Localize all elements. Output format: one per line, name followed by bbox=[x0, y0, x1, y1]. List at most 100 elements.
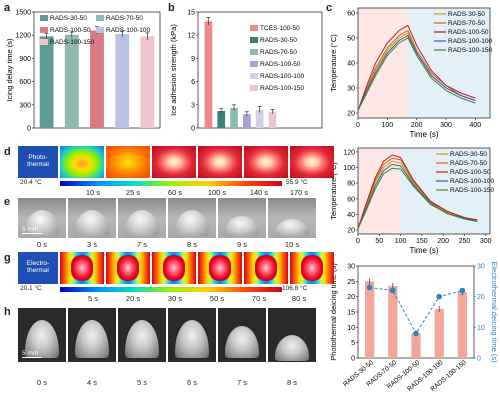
photothermal-label: Photo- thermal bbox=[18, 146, 58, 178]
legend-swatch bbox=[40, 27, 48, 33]
time-label: 50 s bbox=[209, 294, 225, 303]
ir-image bbox=[152, 252, 196, 284]
chart-icing-delay: 0 300 600 900 1200 1500 Icing delay time (s) RA… bbox=[5, 10, 161, 133]
data-point bbox=[366, 284, 373, 291]
series-line bbox=[357, 167, 478, 229]
ir-image bbox=[244, 146, 288, 178]
electrothermal-colorbar bbox=[60, 287, 282, 292]
time-label: 70 s bbox=[251, 294, 267, 303]
y-tick-label: 80 bbox=[347, 181, 355, 188]
x-tick-label: 200 bbox=[437, 238, 449, 245]
time-label: 7 s bbox=[136, 240, 147, 249]
series-line bbox=[357, 160, 478, 229]
legend-swatch bbox=[250, 73, 258, 79]
y-tick-label: 1200 bbox=[15, 33, 31, 40]
bar bbox=[90, 30, 104, 129]
series-line bbox=[357, 157, 478, 229]
legend-label: RADS-30-50 bbox=[260, 37, 297, 44]
time-label: 20 s bbox=[125, 294, 141, 303]
x-tick-label: 0 bbox=[356, 122, 360, 129]
data-point bbox=[459, 287, 466, 294]
legend-label: RADS-30-50 bbox=[450, 151, 487, 158]
y-tick-label: 3 bbox=[191, 102, 195, 109]
y-tick-label: 20 bbox=[347, 111, 355, 118]
droplet-photo bbox=[168, 308, 216, 362]
legend-label: RADS-100-100 bbox=[106, 27, 150, 34]
time-label: 6 s bbox=[186, 378, 197, 387]
ir-image bbox=[106, 146, 150, 178]
droplet-photo bbox=[68, 308, 116, 362]
ir-image bbox=[198, 252, 242, 284]
ir-image bbox=[244, 252, 288, 284]
photothermal-cbar-min: 20.4 °C bbox=[20, 179, 42, 186]
electro-droplet-strip: 5 mm bbox=[18, 308, 316, 362]
chart-electrothermal-temperature: 20 40 60 80 100 120 Temperature (°C) 0 50 100 150 2… bbox=[329, 147, 494, 255]
y-tick-label: 120 bbox=[343, 149, 355, 156]
y-tick-label: 300 bbox=[19, 102, 31, 109]
time-label: 0 s bbox=[36, 240, 47, 249]
time-label: 5 s bbox=[87, 294, 98, 303]
x-tick-label: 50 bbox=[375, 238, 383, 245]
y-tick-label: 0 bbox=[191, 126, 195, 133]
chart-photothermal-temperature: 20 30 40 50 60 Temperature (°C) 0 100 200 300 400 T… bbox=[329, 7, 492, 139]
ir-image bbox=[60, 252, 104, 284]
x-tick-label: 200 bbox=[411, 122, 423, 129]
x-tick-label: 150 bbox=[416, 238, 428, 245]
y-axis-label: Photothermal deicing time (s) bbox=[329, 263, 338, 361]
time-label: 30 s bbox=[167, 294, 183, 303]
y-axis-label: Temperature (°C) bbox=[329, 34, 338, 92]
legend-swatch bbox=[250, 37, 258, 43]
time-label: 5 s bbox=[136, 378, 147, 387]
legend-label: RADS-100-50 bbox=[260, 61, 301, 68]
y-tick-label: 10 bbox=[347, 325, 355, 332]
y-tick-label: 60 bbox=[347, 196, 355, 203]
y-tick-label: 12 bbox=[187, 33, 195, 40]
photothermal-ir-strip bbox=[60, 146, 334, 178]
legend-swatch bbox=[40, 39, 48, 45]
bar bbox=[64, 34, 79, 128]
legend-swatch bbox=[250, 49, 258, 55]
droplet-photo bbox=[68, 198, 116, 238]
series-line bbox=[357, 29, 476, 111]
y-tick-label: 6 bbox=[191, 79, 195, 86]
time-label: 60 s bbox=[167, 188, 183, 197]
legend-label: RADS-100-150 bbox=[450, 187, 494, 194]
bar bbox=[140, 36, 155, 128]
photothermal-colorbar bbox=[60, 181, 282, 186]
droplet-photo bbox=[118, 198, 166, 238]
time-label: 4 s bbox=[86, 378, 97, 387]
legend-label: RADS-100-150 bbox=[260, 85, 304, 92]
series-line bbox=[357, 34, 476, 111]
legend-label: RADS-70-50 bbox=[448, 20, 485, 27]
y-tick-label: 0 bbox=[27, 126, 31, 133]
panel-letter-c: c bbox=[326, 2, 333, 14]
time-label: 8 s bbox=[186, 240, 197, 249]
time-label: 8 s bbox=[286, 378, 297, 387]
ir-image bbox=[290, 252, 334, 284]
legend-label: RADS-100-150 bbox=[448, 47, 492, 54]
x-tick-label: 300 bbox=[480, 238, 492, 245]
legend-label: RADS-70-50 bbox=[260, 49, 297, 56]
data-point bbox=[390, 287, 396, 294]
legend-swatch bbox=[40, 15, 48, 21]
y-tick-label: 30 bbox=[347, 264, 355, 271]
y-tick-label: 30 bbox=[347, 86, 355, 93]
legend-swatch bbox=[250, 25, 258, 31]
ir-image bbox=[152, 146, 196, 178]
legend-label: RADS-100-100 bbox=[260, 73, 304, 80]
x-tick-label: 100 bbox=[381, 122, 393, 129]
bar bbox=[268, 111, 277, 128]
y-tick-label: 9 bbox=[191, 56, 195, 63]
y-tick-label: 25 bbox=[347, 279, 355, 286]
panel-letter-b: b bbox=[168, 2, 175, 14]
x-tick-label: 300 bbox=[440, 122, 452, 129]
electrothermal-cbar-max: 106.8 °C bbox=[282, 285, 308, 292]
bar bbox=[39, 36, 54, 128]
electrothermal-label: Electro- thermal bbox=[18, 252, 58, 284]
time-label: 10 s bbox=[284, 240, 300, 249]
legend-label: RADS-100-50 bbox=[50, 27, 91, 34]
x-tick-label: 400 bbox=[469, 122, 481, 129]
legend-swatch bbox=[96, 27, 104, 33]
y2-tick-label: 10 bbox=[477, 325, 485, 332]
y2-axis-label: Electrothermal deicing time (s) bbox=[490, 261, 499, 363]
